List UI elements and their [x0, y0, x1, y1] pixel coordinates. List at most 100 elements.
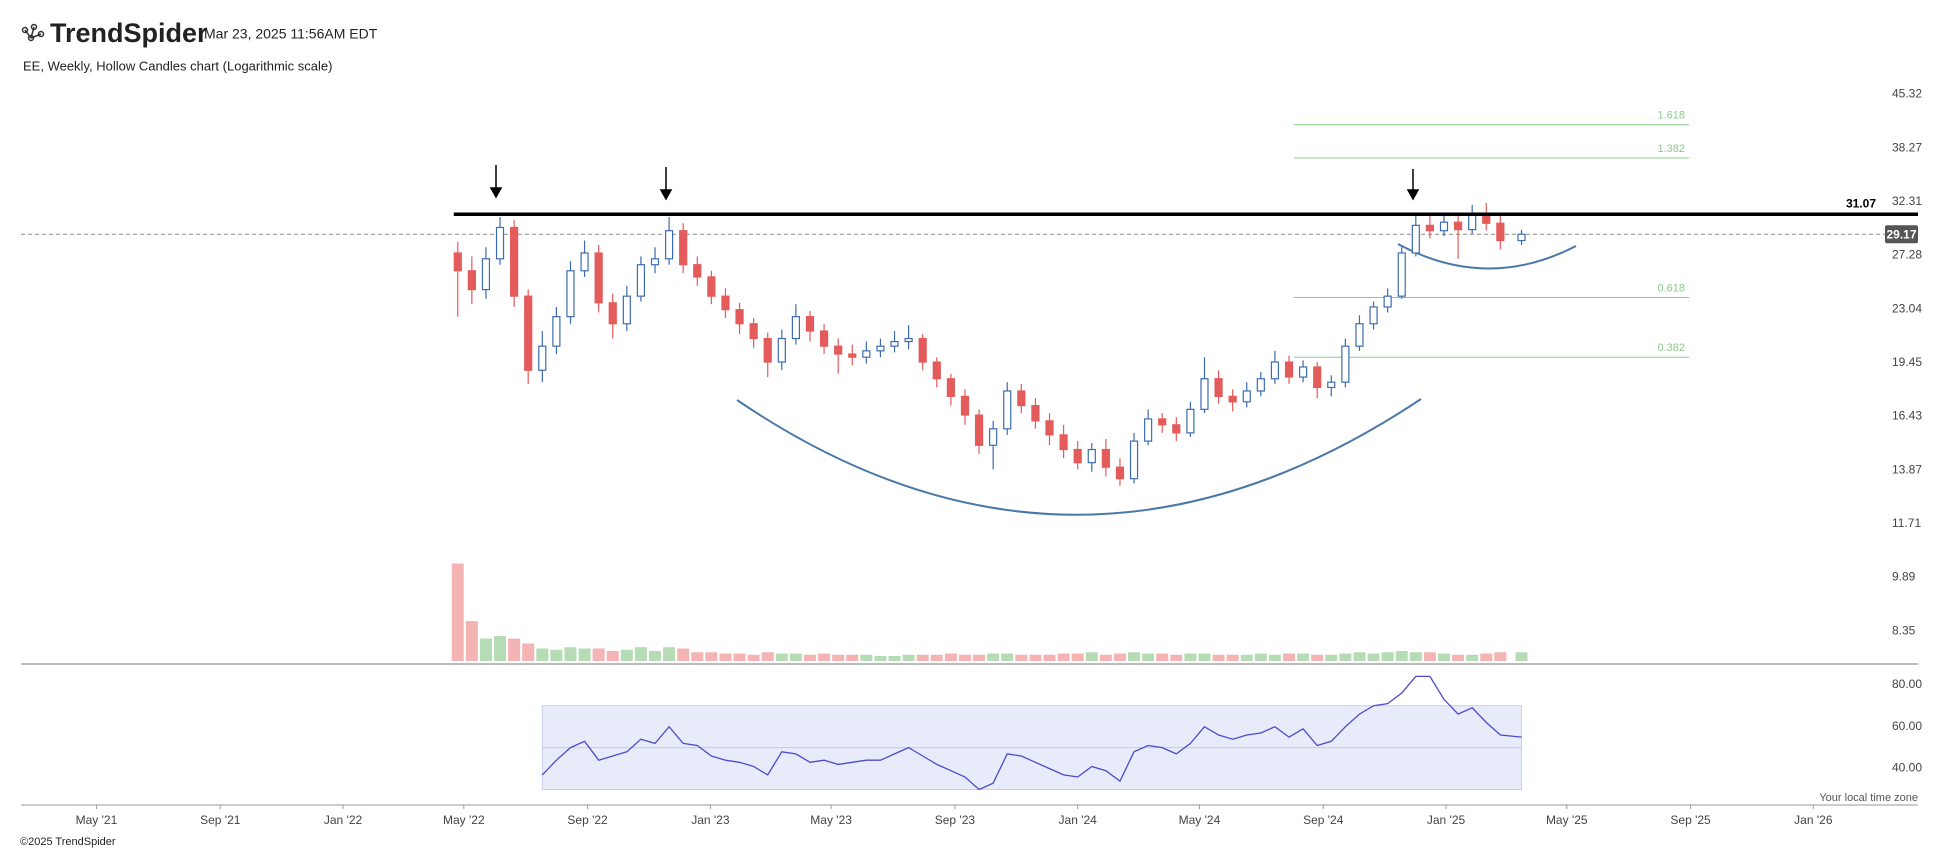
candle-body: [763, 337, 772, 363]
candle-body: [1369, 306, 1378, 325]
volume-bar: [663, 647, 676, 661]
volume-bar: [1184, 653, 1197, 661]
candle-body: [918, 337, 927, 363]
volume-bar: [494, 636, 507, 661]
volume-bar: [592, 648, 605, 661]
volume-bar: [508, 638, 521, 661]
volume-bar: [719, 653, 732, 661]
candle-body: [721, 295, 730, 311]
volume-bar: [888, 656, 901, 661]
volume-bar: [789, 653, 802, 661]
volume-bar: [1198, 653, 1211, 661]
x-tick-label: Sep '23: [935, 813, 976, 827]
fib-label: 0.618: [1657, 282, 1685, 294]
candle-body: [834, 345, 843, 355]
volume-bar: [1226, 654, 1239, 661]
x-tick-label: May '23: [810, 813, 852, 827]
candle-body: [946, 378, 955, 397]
y-tick-label: 38.27: [1892, 140, 1922, 154]
candle-body: [1482, 214, 1491, 224]
candle-body: [580, 252, 589, 272]
volume-bar: [930, 654, 943, 661]
candle-body: [1327, 381, 1336, 389]
candle-body: [566, 270, 575, 318]
y-tick-label: 27.28: [1892, 248, 1922, 262]
level-label: 31.07: [1846, 196, 1876, 210]
candle-body: [1496, 222, 1505, 242]
volume-bar: [1438, 653, 1451, 661]
brand: TrendSpider: [50, 18, 208, 48]
rsi-line: [541, 675, 1522, 791]
y-tick-label: 8.35: [1892, 623, 1916, 637]
copyright: ©2025 TrendSpider: [20, 836, 116, 848]
volume-bar: [1099, 654, 1112, 661]
fib-label: 0.382: [1657, 342, 1685, 354]
time-zone-note: Your local time zone: [1819, 792, 1918, 804]
x-tick-label: May '21: [76, 813, 118, 827]
candles: [453, 202, 1526, 486]
volume-bar: [536, 648, 549, 661]
volume-bar: [944, 653, 957, 661]
volume-bar: [677, 648, 690, 661]
candle-body: [890, 340, 899, 347]
volume-bar: [973, 654, 986, 661]
y-tick-label: 13.87: [1892, 462, 1922, 476]
volume-bar: [1452, 654, 1465, 661]
candle-body: [1003, 390, 1012, 430]
y-tick-label: 11.71: [1892, 516, 1921, 530]
volume-bar: [1156, 653, 1169, 661]
volume-bar: [1170, 654, 1183, 661]
candle-body: [876, 345, 885, 352]
candle-body: [848, 353, 857, 358]
candle-body: [1228, 395, 1237, 403]
candle-body: [819, 330, 829, 347]
volume-bar: [846, 654, 859, 661]
volume-bar: [1128, 652, 1141, 661]
volume-bar: [803, 654, 816, 661]
volume-bar: [775, 653, 788, 661]
volume-bar: [902, 654, 915, 661]
candle-body: [1017, 390, 1026, 407]
candle-body: [1115, 466, 1125, 480]
candle-body: [1383, 295, 1392, 308]
volume-bar: [1268, 654, 1281, 661]
y-tick-label: 32.31: [1892, 194, 1922, 208]
candle-body: [679, 230, 688, 266]
chart-title: EE, Weekly, Hollow Candles chart (Logari…: [23, 58, 332, 73]
volume-bar: [1057, 653, 1070, 661]
volume-bar: [620, 649, 633, 661]
candle-body: [960, 395, 970, 416]
candle-body: [932, 361, 941, 380]
x-tick-label: Jan '25: [1427, 813, 1466, 827]
candle-body: [1270, 361, 1280, 380]
y-tick-label: 23.04: [1892, 301, 1922, 315]
candle-body: [1439, 221, 1449, 232]
candle-body: [735, 309, 744, 325]
candle-body: [1158, 418, 1167, 426]
volume-bar: [1311, 654, 1324, 661]
candle-body: [1172, 424, 1181, 434]
x-tick-label: Sep '25: [1670, 813, 1711, 827]
y-tick-label: 19.45: [1892, 355, 1922, 369]
y-tick-label: 16.43: [1892, 409, 1922, 423]
arrows: [489, 165, 1420, 201]
candle-body: [693, 264, 702, 278]
x-tick-label: Jan '22: [324, 813, 363, 827]
volume-bar: [987, 653, 1000, 661]
volume-bar: [916, 654, 929, 661]
volume-bar: [522, 643, 535, 661]
candle-body: [1200, 378, 1209, 410]
volume-bar: [1043, 654, 1056, 661]
rsi-tick-label: 60.00: [1892, 719, 1922, 733]
candle-body: [1411, 224, 1420, 254]
volume-bar: [479, 638, 492, 661]
volume-bar: [1283, 653, 1296, 661]
volume-bar: [705, 652, 718, 661]
x-tick-label: Jan '26: [1794, 813, 1833, 827]
candle-body: [1031, 404, 1040, 422]
volume-bar: [1142, 653, 1155, 661]
candle-body: [1299, 366, 1308, 378]
candle-body: [467, 270, 476, 291]
volume-bar: [1367, 653, 1380, 661]
